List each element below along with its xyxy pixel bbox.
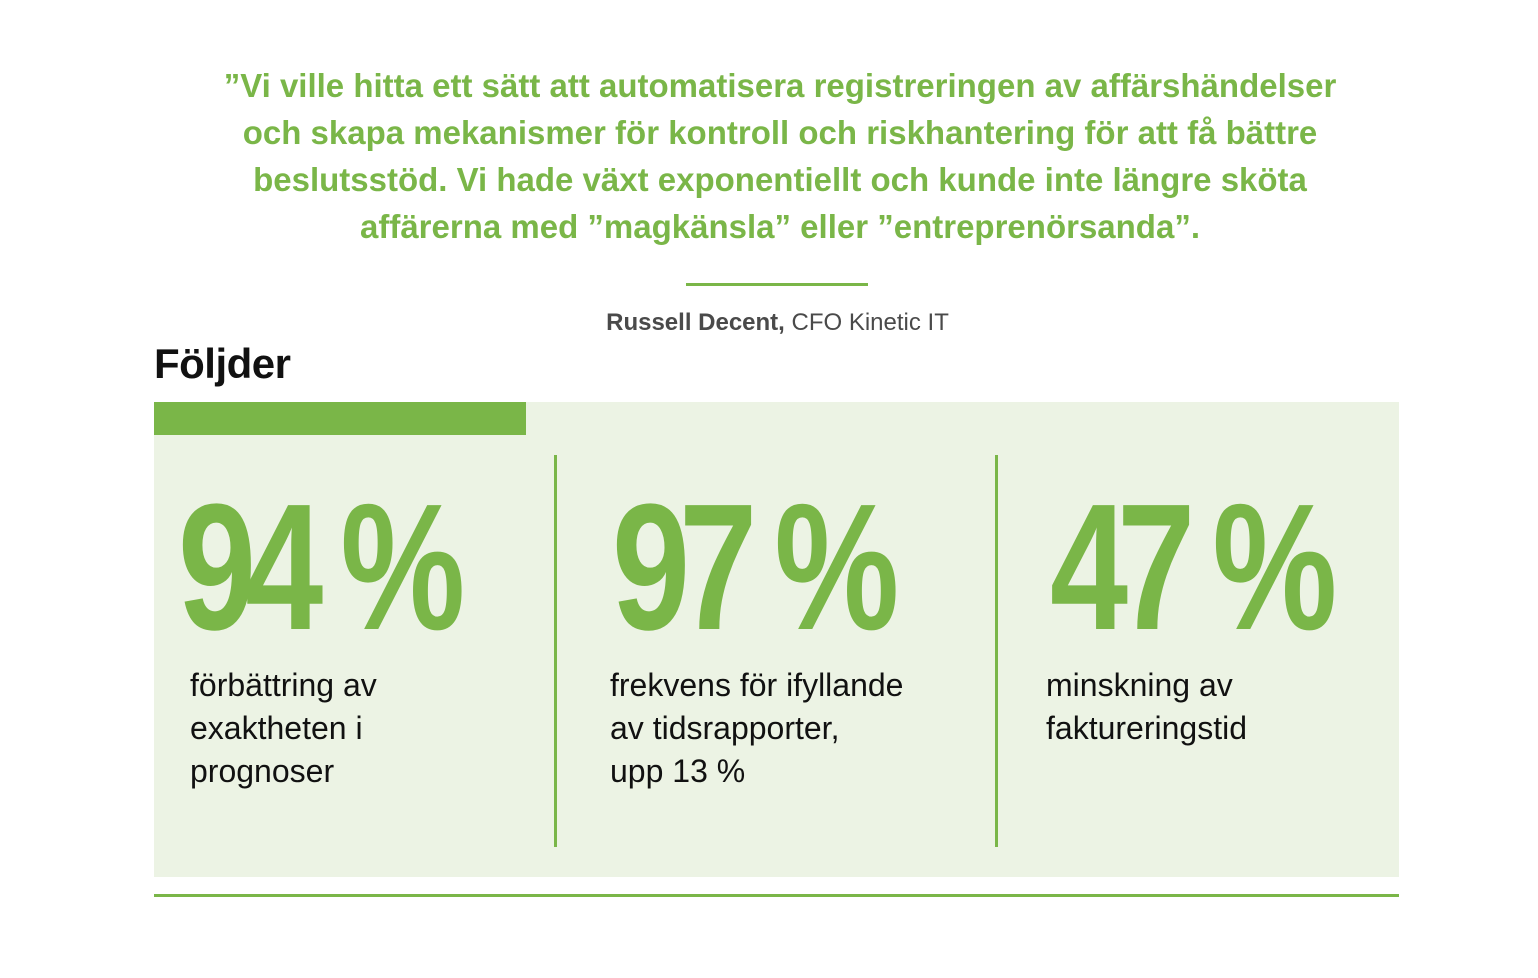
stat-label-line: minskning av [1046,667,1233,703]
quote-line: och skapa mekanismer för kontroll och ri… [242,114,1318,151]
stat-label-line: upp 13 % [610,753,746,789]
stat-label-forecast-accuracy: förbättring av exaktheten i prognoser [190,664,377,793]
stat-label-line: frekvens för ifyllande [610,667,904,703]
quote-attribution: Russell Decent, CFO Kinetic IT [0,308,1538,338]
stat-label-line: prognoser [190,753,335,789]
attribution-role: CFO Kinetic IT [791,309,949,336]
stat-label-billing-time: minskning av faktureringstid [1046,664,1247,750]
stat-label-line: förbättring av [190,667,377,703]
bottom-divider [154,894,1399,897]
panel-accent-bar [154,402,526,435]
customer-quote: ”Vi ville hitta ett sätt att automatiser… [120,62,1440,250]
section-title: Följder [154,340,291,387]
attribution-name: Russell Decent, [606,309,785,336]
stat-value-forecast-accuracy: 94 % [178,467,465,668]
quote-line: ”Vi ville hitta ett sätt att automatiser… [223,67,1337,104]
results-panel [154,402,1399,877]
quote-line: beslutsstöd. Vi hade växt exponentiellt … [253,161,1307,198]
quote-divider [686,283,868,286]
stat-label-line: faktureringstid [1046,710,1247,746]
column-divider [995,455,998,847]
stat-label-timesheet-frequency: frekvens för ifyllande av tidsrapporter,… [610,664,903,793]
quote-line: affärerna med ”magkänsla” eller ”entrepr… [360,208,1200,245]
column-divider [554,455,557,847]
stat-value-timesheet-frequency: 97 % [612,467,899,668]
stat-value-billing-time: 47 % [1050,467,1337,668]
stat-label-line: av tidsrapporter, [610,710,840,746]
stat-label-line: exaktheten i [190,710,363,746]
